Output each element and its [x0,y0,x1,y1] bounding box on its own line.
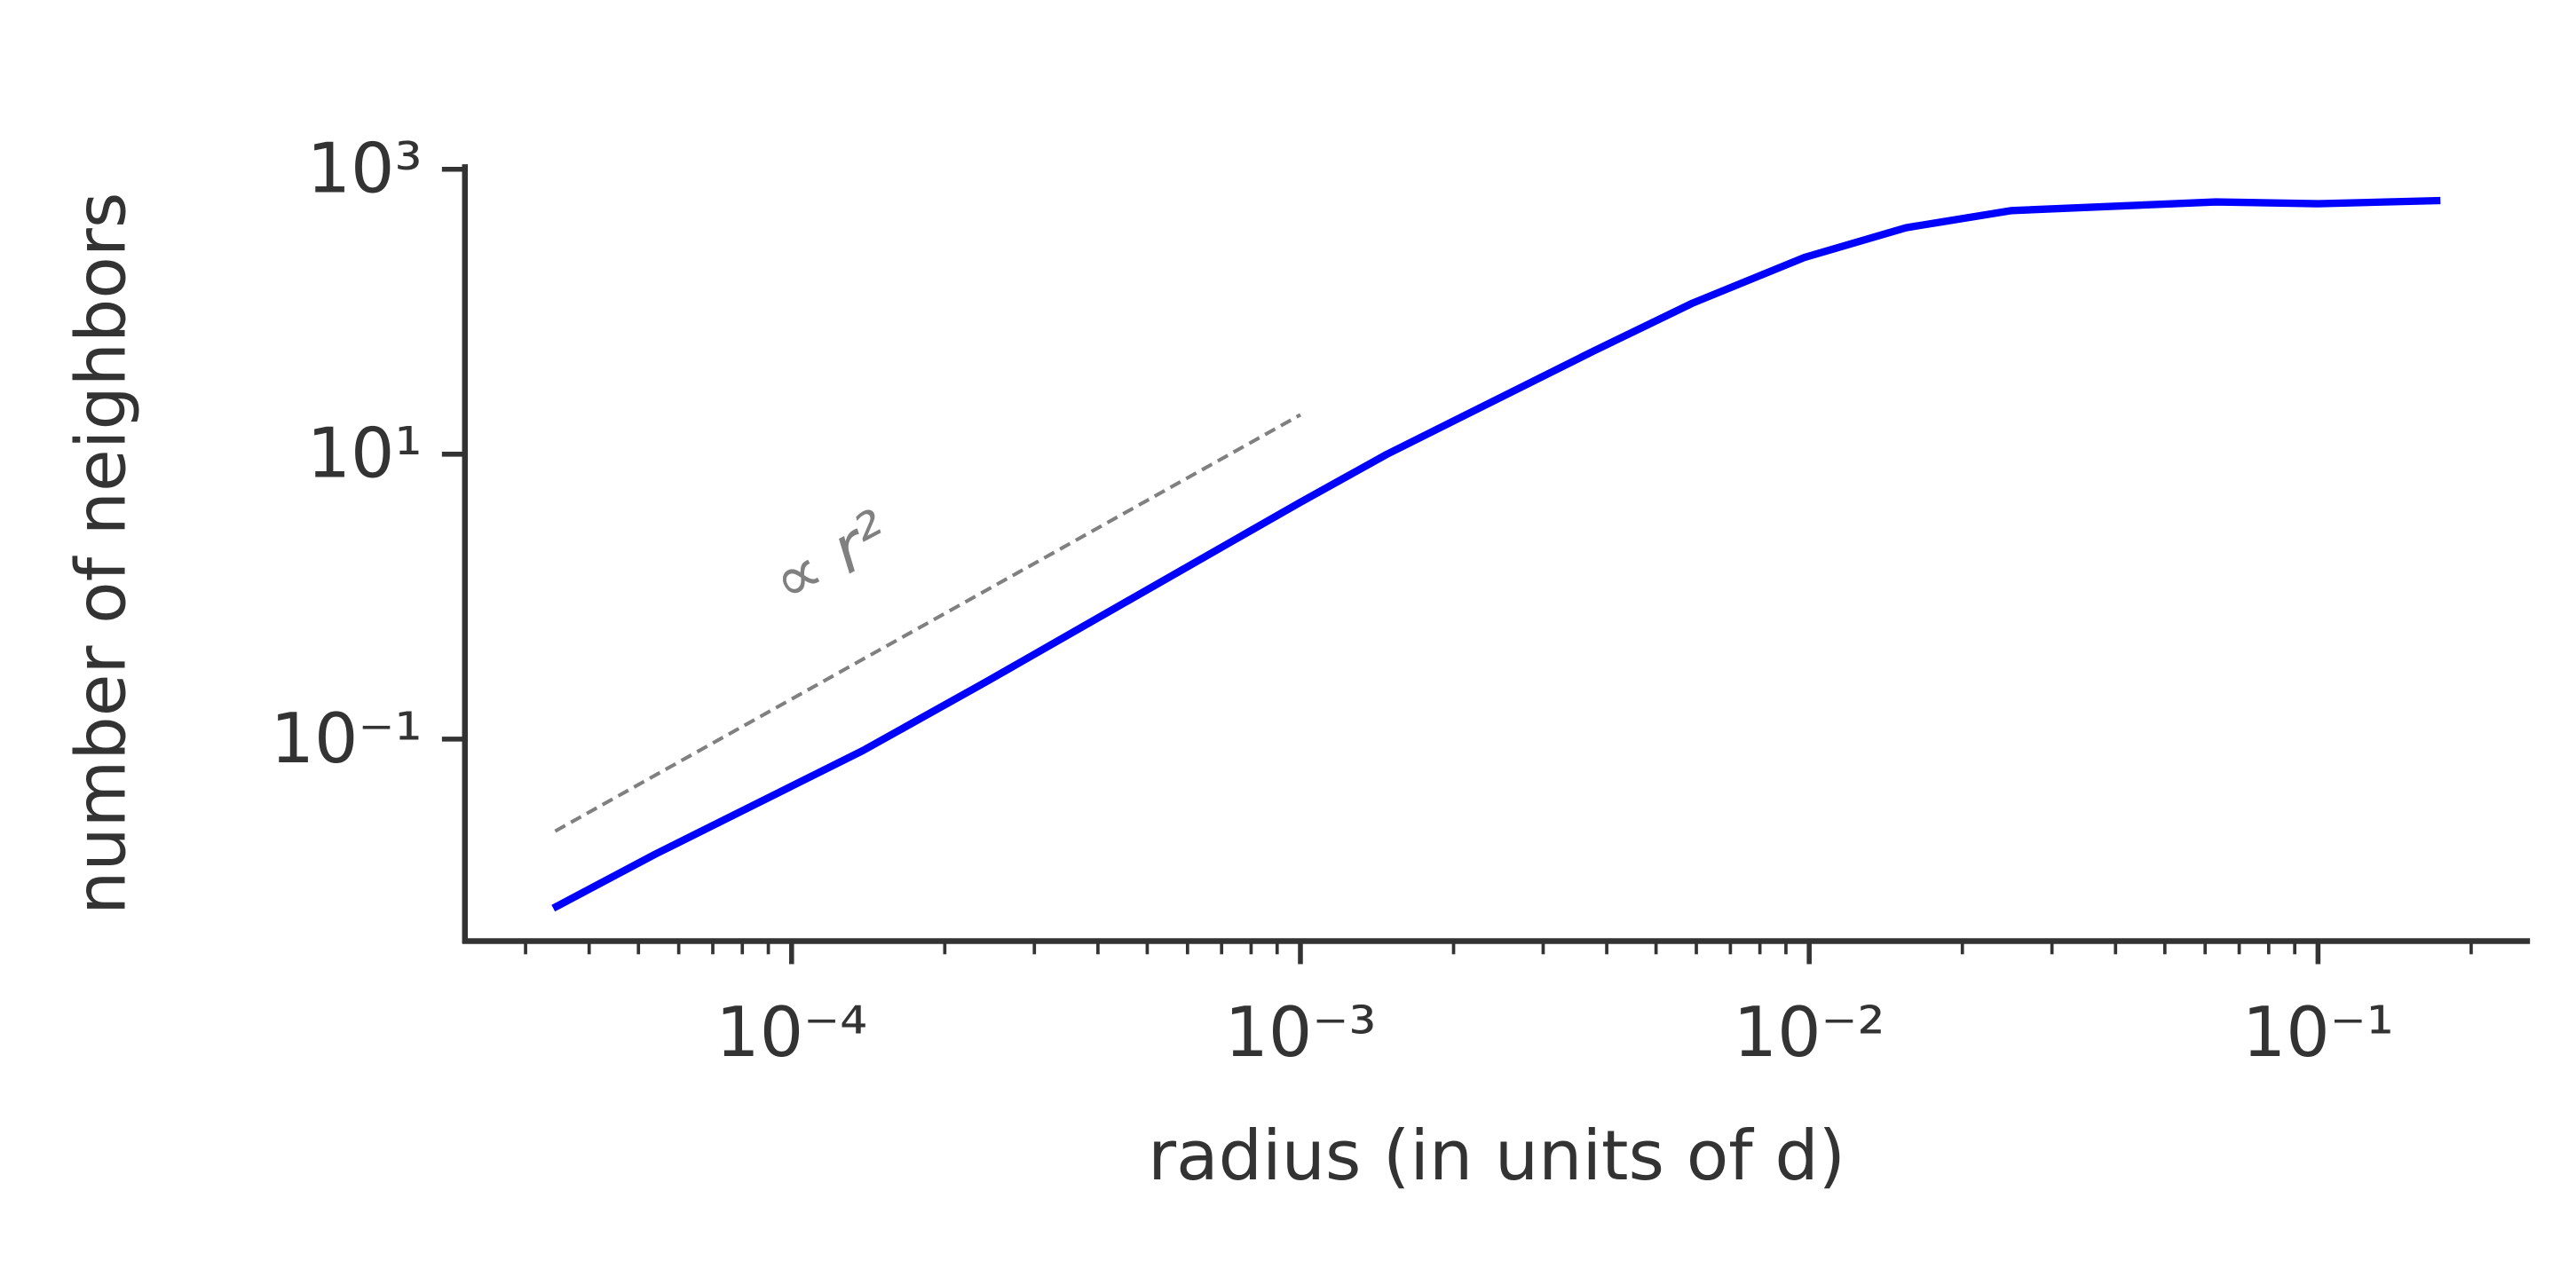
annotation: ∝ r² [759,496,902,620]
x-axis-label: radius (in units of d) [1148,1116,1845,1196]
x-tick-label: 10⁻³ [1224,993,1376,1073]
y-axis-label: number of neighbors [62,193,142,915]
x-tick-label: 10⁻⁴ [715,993,867,1073]
reference-line [554,413,1301,833]
y-tick-label: 10³ [307,130,423,209]
y-tick-label: 10¹ [307,414,423,494]
y-tick-label: 10⁻¹ [271,699,423,779]
x-tick-label: 10⁻¹ [2242,993,2394,1073]
x-tick-label: 10⁻² [1734,993,1885,1073]
data-line [551,196,2441,912]
